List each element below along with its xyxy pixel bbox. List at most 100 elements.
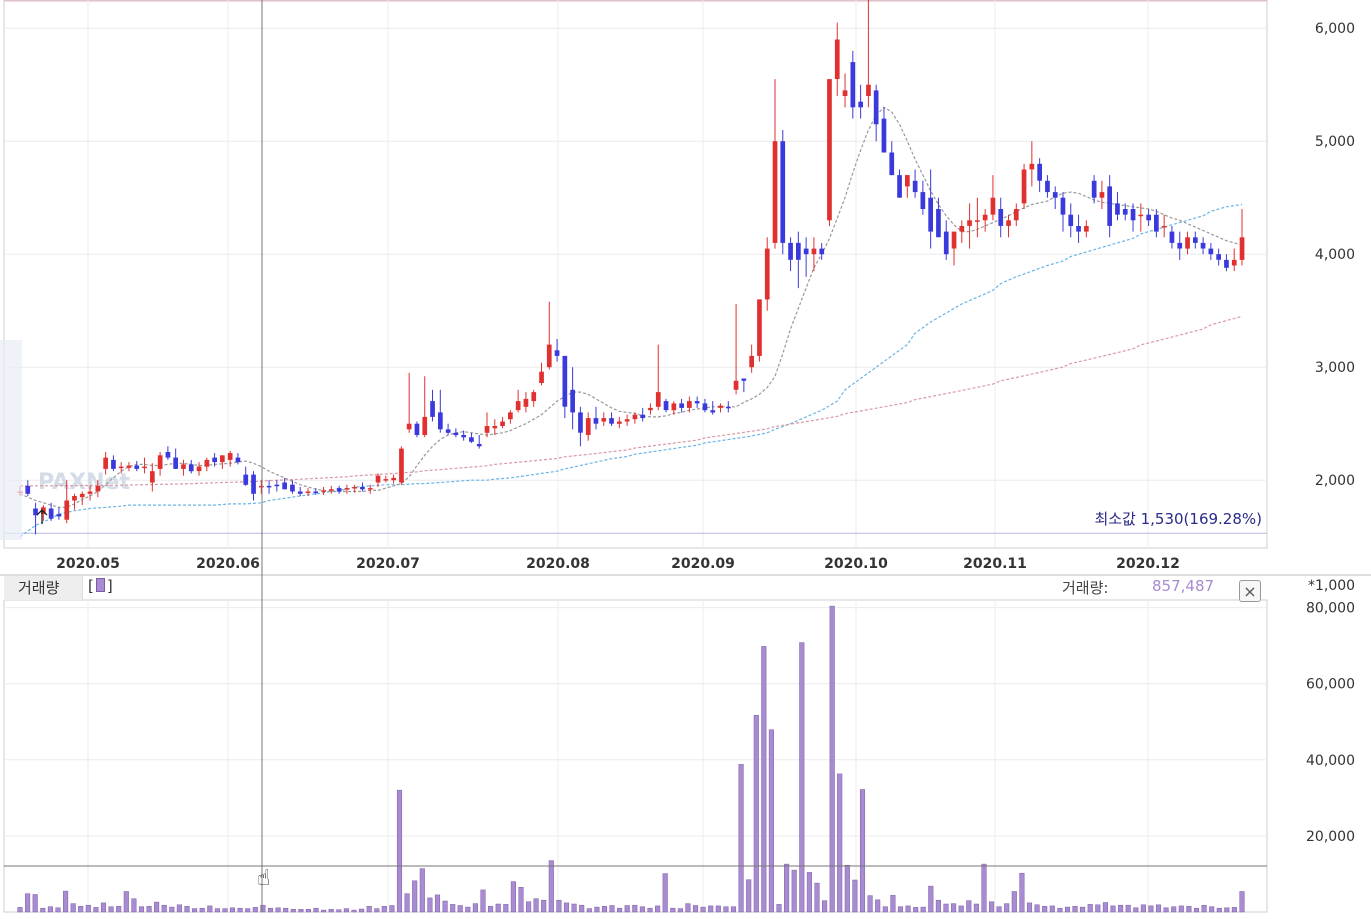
volume-bar: [192, 908, 198, 913]
candle-body: [562, 355, 568, 407]
volume-bar: [252, 907, 258, 913]
candle-body: [850, 62, 856, 108]
x-tick-label: 2020.08: [526, 556, 590, 572]
candle-body: [367, 488, 373, 490]
volume-bar: [928, 885, 934, 913]
volume-bar: [700, 906, 706, 913]
volume-bar: [692, 905, 699, 913]
volume-panel: [3, 599, 1268, 913]
volume-bar: [343, 908, 349, 913]
volume-bar: [806, 872, 812, 913]
volume-bar: [1171, 906, 1177, 913]
candle-body: [297, 491, 303, 494]
volume-unit-label: *1,000: [1308, 578, 1356, 594]
candle-body: [492, 426, 498, 429]
candle-body: [624, 419, 630, 422]
volume-bar: [814, 882, 820, 913]
volume-bar: [966, 900, 972, 913]
volume-readout-label: 거래량:: [1062, 579, 1109, 597]
candle-body: [1115, 203, 1120, 215]
price-y-tick-label: 6,000: [1315, 21, 1355, 37]
volume-legend[interactable]: []: [88, 577, 113, 595]
volume-bar: [389, 905, 395, 913]
candle-body: [780, 141, 786, 243]
candle-body: [749, 355, 754, 368]
candle-body: [391, 477, 396, 481]
volume-bar: [229, 907, 236, 913]
candle-body: [375, 475, 381, 483]
candle-body: [757, 299, 762, 356]
candle-body: [554, 350, 560, 356]
volume-bar: [169, 906, 175, 913]
candle-body: [476, 444, 482, 447]
candle-body: [1045, 180, 1050, 193]
candle-body: [1177, 242, 1183, 249]
volume-bar: [730, 906, 737, 913]
volume-bar: [374, 908, 380, 913]
volume-bar: [32, 894, 38, 913]
candle-body: [1185, 237, 1190, 249]
ma-mid-line: [19, 203, 1243, 538]
min-value-label: 최소값 1,530(169.28%): [1094, 510, 1262, 528]
candle-body: [329, 489, 334, 491]
candle-body: [702, 403, 708, 411]
volume-bar: [351, 909, 357, 913]
volume-bar: [533, 898, 539, 913]
candle-body: [866, 84, 871, 96]
candle-body: [227, 453, 233, 460]
candle-body: [33, 508, 38, 516]
volume-bar: [1193, 907, 1200, 913]
candle-body: [858, 101, 863, 108]
candle-body: [360, 487, 365, 490]
candle-body: [967, 220, 972, 226]
candle-body: [212, 457, 217, 463]
candle-body: [290, 484, 295, 492]
candle-body: [1107, 186, 1112, 226]
candle-body: [679, 403, 684, 408]
price-y-tick-label: 4,000: [1315, 247, 1355, 263]
candle-body: [126, 465, 132, 468]
close-icon[interactable]: ×: [1239, 580, 1261, 602]
volume-bar: [844, 864, 850, 913]
volume-readout-value: 857,487: [1152, 577, 1215, 595]
candle-body: [508, 412, 513, 420]
volume-bar: [1186, 906, 1192, 913]
candle-body: [1154, 214, 1159, 232]
volume-bar: [1049, 905, 1055, 913]
volume-bar: [935, 899, 941, 913]
volume-bar: [100, 902, 107, 913]
candle-body: [87, 491, 93, 494]
candle-body: [546, 344, 552, 368]
candle-body: [25, 485, 31, 494]
volume-bar: [1042, 906, 1048, 913]
x-tick-label: 2020.06: [196, 556, 260, 572]
volume-bar: [47, 906, 53, 913]
volume-bar: [738, 764, 744, 913]
candle-body: [523, 398, 529, 407]
volume-bar: [556, 899, 562, 913]
volume-bar: [548, 860, 554, 913]
candle-body: [188, 464, 194, 472]
volume-bar: [245, 908, 251, 913]
x-tick-label: 2020.09: [671, 556, 735, 572]
volume-bar: [753, 715, 759, 913]
volume-bar: [859, 789, 866, 913]
volume-bar: [1011, 891, 1017, 913]
candle-body: [648, 407, 653, 411]
volume-bar: [267, 907, 274, 913]
volume-bar: [1178, 905, 1184, 913]
volume-bar: [1110, 905, 1116, 913]
candle-body: [1006, 220, 1011, 226]
volume-panel-tab[interactable]: 거래량: [4, 576, 83, 600]
candle-body: [539, 371, 544, 383]
candle-body: [1208, 248, 1214, 255]
volume-bar: [495, 903, 501, 913]
candle-body: [881, 118, 887, 153]
candle-body: [1130, 209, 1136, 221]
candle-body: [266, 485, 272, 488]
candle-body: [772, 141, 778, 243]
candle-body: [1084, 226, 1089, 232]
candle-body: [243, 474, 249, 485]
volume-bar: [154, 901, 160, 913]
